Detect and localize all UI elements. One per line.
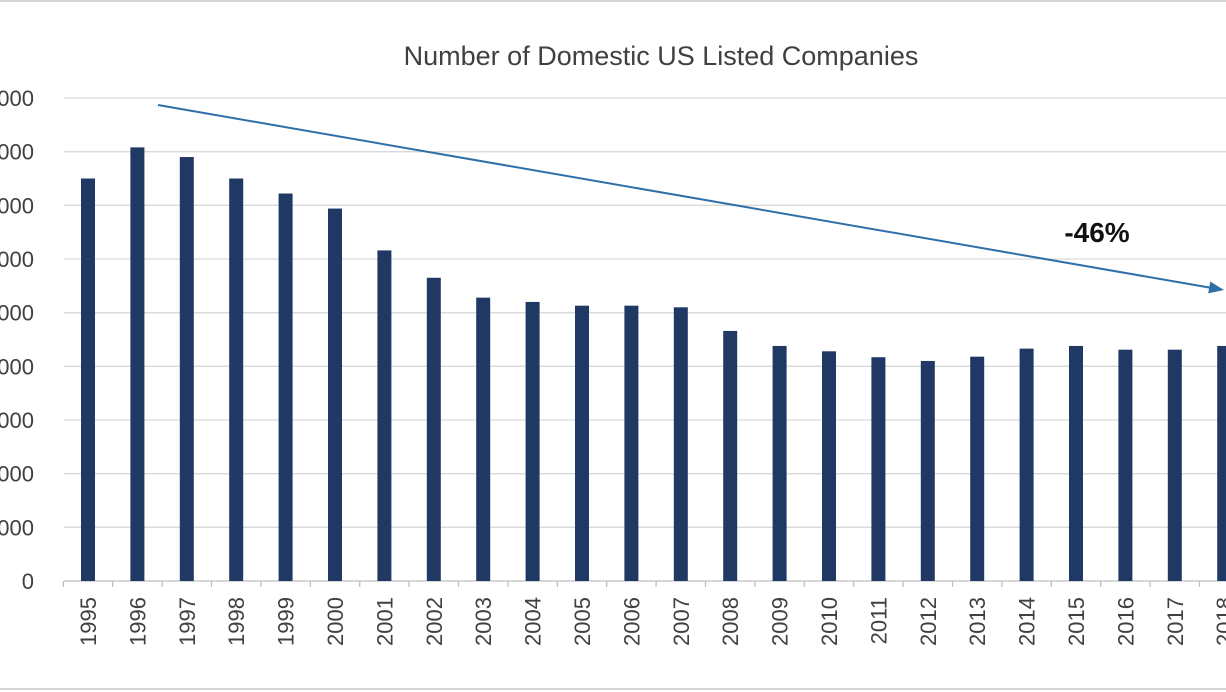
x-tick-label: 2010: [817, 597, 842, 646]
x-tick-label: 2012: [916, 597, 941, 646]
x-axis-ticks: 1995 1996 1997 1998 1999 2000 2001 2002 2003 2004…: [62, 581, 1226, 646]
bar-1997: [179, 157, 194, 582]
bar-2000: [328, 208, 342, 581]
y-tick-label: 0: [22, 569, 34, 594]
y-tick-label: 3000: [0, 408, 34, 433]
bar-2008: [723, 330, 738, 581]
x-tick-label: 1997: [175, 597, 200, 646]
bar-2006: [624, 305, 639, 581]
x-tick-label: 2005: [570, 597, 595, 646]
y-axis-ticks: 0 1000 2000 3000 4000 5000 6000 7000 8000 9000: [0, 86, 34, 594]
bar-2014: [1019, 348, 1034, 581]
x-tick-label: 2000: [323, 597, 348, 646]
x-tick-label: 2015: [1064, 597, 1089, 646]
x-tick-label: 2017: [1163, 597, 1188, 646]
bar-2018: [1217, 345, 1226, 581]
trend-arrowhead: [1208, 281, 1224, 294]
y-tick-label: 8000: [0, 140, 34, 165]
x-tick-label: 2013: [965, 597, 990, 646]
bar-2009: [772, 345, 787, 581]
x-tick-label: 1996: [125, 597, 150, 646]
x-tick-label: 2002: [422, 597, 447, 646]
bar-2012: [920, 360, 935, 581]
bar-2002: [426, 277, 441, 581]
x-tick-label: 1998: [224, 597, 249, 646]
x-tick-label: 2006: [619, 597, 644, 646]
percent-change-annotation: -46%: [1064, 217, 1129, 248]
bar-1995: [81, 178, 95, 581]
gridlines: [64, 97, 1226, 582]
x-tick-label: 1999: [274, 597, 299, 646]
bar-1998: [229, 178, 244, 581]
x-tick-label: 2016: [1113, 597, 1138, 646]
bar-2003: [476, 297, 491, 581]
x-tick-label: 1995: [76, 597, 101, 646]
x-tick-label: 2018: [1212, 597, 1226, 646]
trend-line: [157, 104, 1213, 289]
bar-2010: [822, 351, 836, 581]
bar-2015: [1069, 345, 1083, 581]
y-tick-label: 1000: [0, 515, 34, 540]
y-tick-label: 2000: [0, 462, 34, 487]
x-tick-label: 2008: [718, 597, 743, 646]
bar-2001: [377, 250, 392, 581]
x-tick-label: 2014: [1015, 597, 1040, 646]
x-tick-label: 2007: [669, 597, 694, 646]
x-tick-label: 2003: [471, 597, 496, 646]
bar-2017: [1167, 349, 1182, 581]
x-tick-label: 2004: [521, 597, 546, 646]
x-tick-label: 2001: [372, 597, 397, 646]
bar-2005: [575, 305, 589, 581]
x-tick-label: 2009: [768, 597, 793, 646]
y-tick-label: 6000: [0, 247, 34, 272]
y-tick-label: 4000: [0, 354, 34, 379]
bars: [81, 147, 1226, 582]
bar-2013: [970, 356, 985, 581]
bar-2007: [673, 307, 688, 581]
y-tick-label: 7000: [0, 193, 34, 218]
bar-1996: [130, 147, 145, 581]
bar-2004: [525, 301, 540, 581]
trend-arrow: [157, 104, 1224, 294]
y-tick-label: 5000: [0, 301, 34, 326]
bar-2011: [871, 357, 886, 581]
bar-1999: [278, 193, 293, 581]
x-tick-label: 2011: [866, 597, 891, 644]
chart-title: Number of Domestic US Listed Companies: [404, 41, 919, 71]
bar-2016: [1118, 349, 1133, 581]
y-tick-label: 9000: [0, 86, 34, 111]
